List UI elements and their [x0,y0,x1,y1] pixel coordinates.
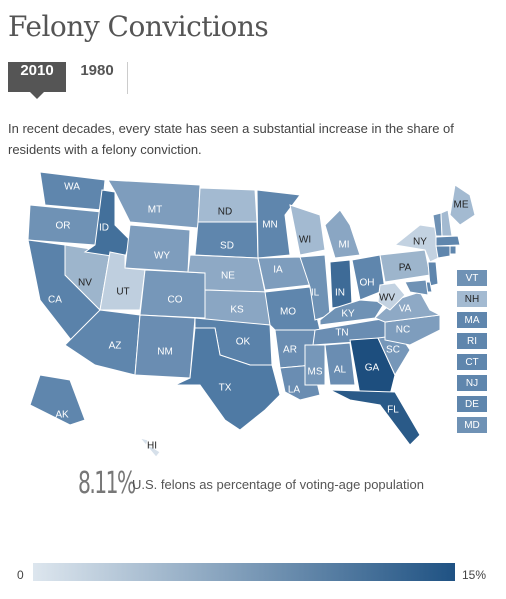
state [449,245,457,255]
state-label: OH [360,278,375,289]
state [174,327,281,431]
state [256,189,301,259]
state-label: VT [466,273,479,284]
state-label: MO [280,307,296,318]
state [324,209,361,259]
title: Felony Convictions [8,10,269,43]
description: In recent decades, every state has seen … [8,121,454,157]
state-label: AL [334,365,347,376]
color-scale [33,563,455,581]
state-label: OK [236,337,251,348]
state-label: ME [454,200,469,211]
state-label: UT [116,287,129,298]
state [329,389,421,446]
state-label: NM [157,347,173,358]
state-box [457,270,487,286]
state [435,235,461,247]
state-label: WY [154,251,170,262]
state-label: NV [78,278,92,289]
state [124,224,191,273]
state-label: AK [55,410,69,421]
state-box [457,312,487,328]
state-label: NJ [466,378,478,389]
summary-value: 8.11% [78,466,136,501]
state-label: CO [168,295,183,306]
state-label: AR [283,345,297,356]
state-label: HI [147,441,157,452]
state-label: IL [311,288,320,299]
state-label: WV [379,293,395,304]
state-box [457,354,487,370]
state-label: MT [148,205,162,216]
state-label: WI [299,235,311,246]
state-label: DE [465,399,479,410]
tab[interactable]: 2010 [8,62,66,99]
state-box [457,291,487,307]
state-label: NC [396,325,410,336]
state-box [457,375,487,391]
state [435,245,451,259]
scale-min-label: 0 [17,568,24,582]
state [304,344,326,386]
state-label: TX [219,383,232,394]
state-label: MD [464,420,480,431]
state-label: PA [399,263,412,274]
state [138,437,161,458]
state-label: GA [365,363,380,374]
state-label: MA [465,315,480,326]
state [404,279,429,296]
state-label: MN [262,220,278,231]
state [427,261,439,287]
state-box [457,396,487,412]
state [349,337,396,396]
state [377,282,406,311]
state-label: IA [273,265,283,276]
state [29,374,86,426]
state-label: RI [467,336,477,347]
state-label: CA [48,295,62,306]
state-label: WA [64,182,80,193]
scale-max-label: 15% [462,568,487,582]
state-label: LA [288,385,301,396]
state-label: FL [387,405,399,416]
state-label: ND [218,207,232,218]
state-box [457,417,487,433]
state-label: AZ [109,341,122,352]
state-label: KY [341,309,355,320]
state-label: NY [413,237,427,248]
state-label: IN [335,288,345,299]
state-label: NE [221,271,235,282]
state [289,204,326,256]
state-box [457,333,487,349]
map: WA OR CA NV ID MT WY UT CO AZ NM ND SD NE KS OK TX MN IA MO… [27,171,487,458]
state-label: MI [338,240,349,251]
state-label: OR [56,221,71,232]
state-label: NH [465,294,479,305]
state-label: CT [465,357,478,368]
divider [127,62,128,94]
state [329,259,353,309]
state [324,342,356,386]
state-label: KS [230,305,244,316]
state [107,179,201,229]
state-label: MS [308,367,323,378]
state-label: SD [220,241,234,252]
state [449,184,476,226]
state-label: SC [386,345,400,356]
state-label: TN [335,328,348,339]
state-label: ID [99,223,109,234]
state-label: VA [399,304,412,315]
tab[interactable]: 1980 [80,62,114,79]
summary-label: U.S. felons as percentage of voting-age … [132,477,424,492]
